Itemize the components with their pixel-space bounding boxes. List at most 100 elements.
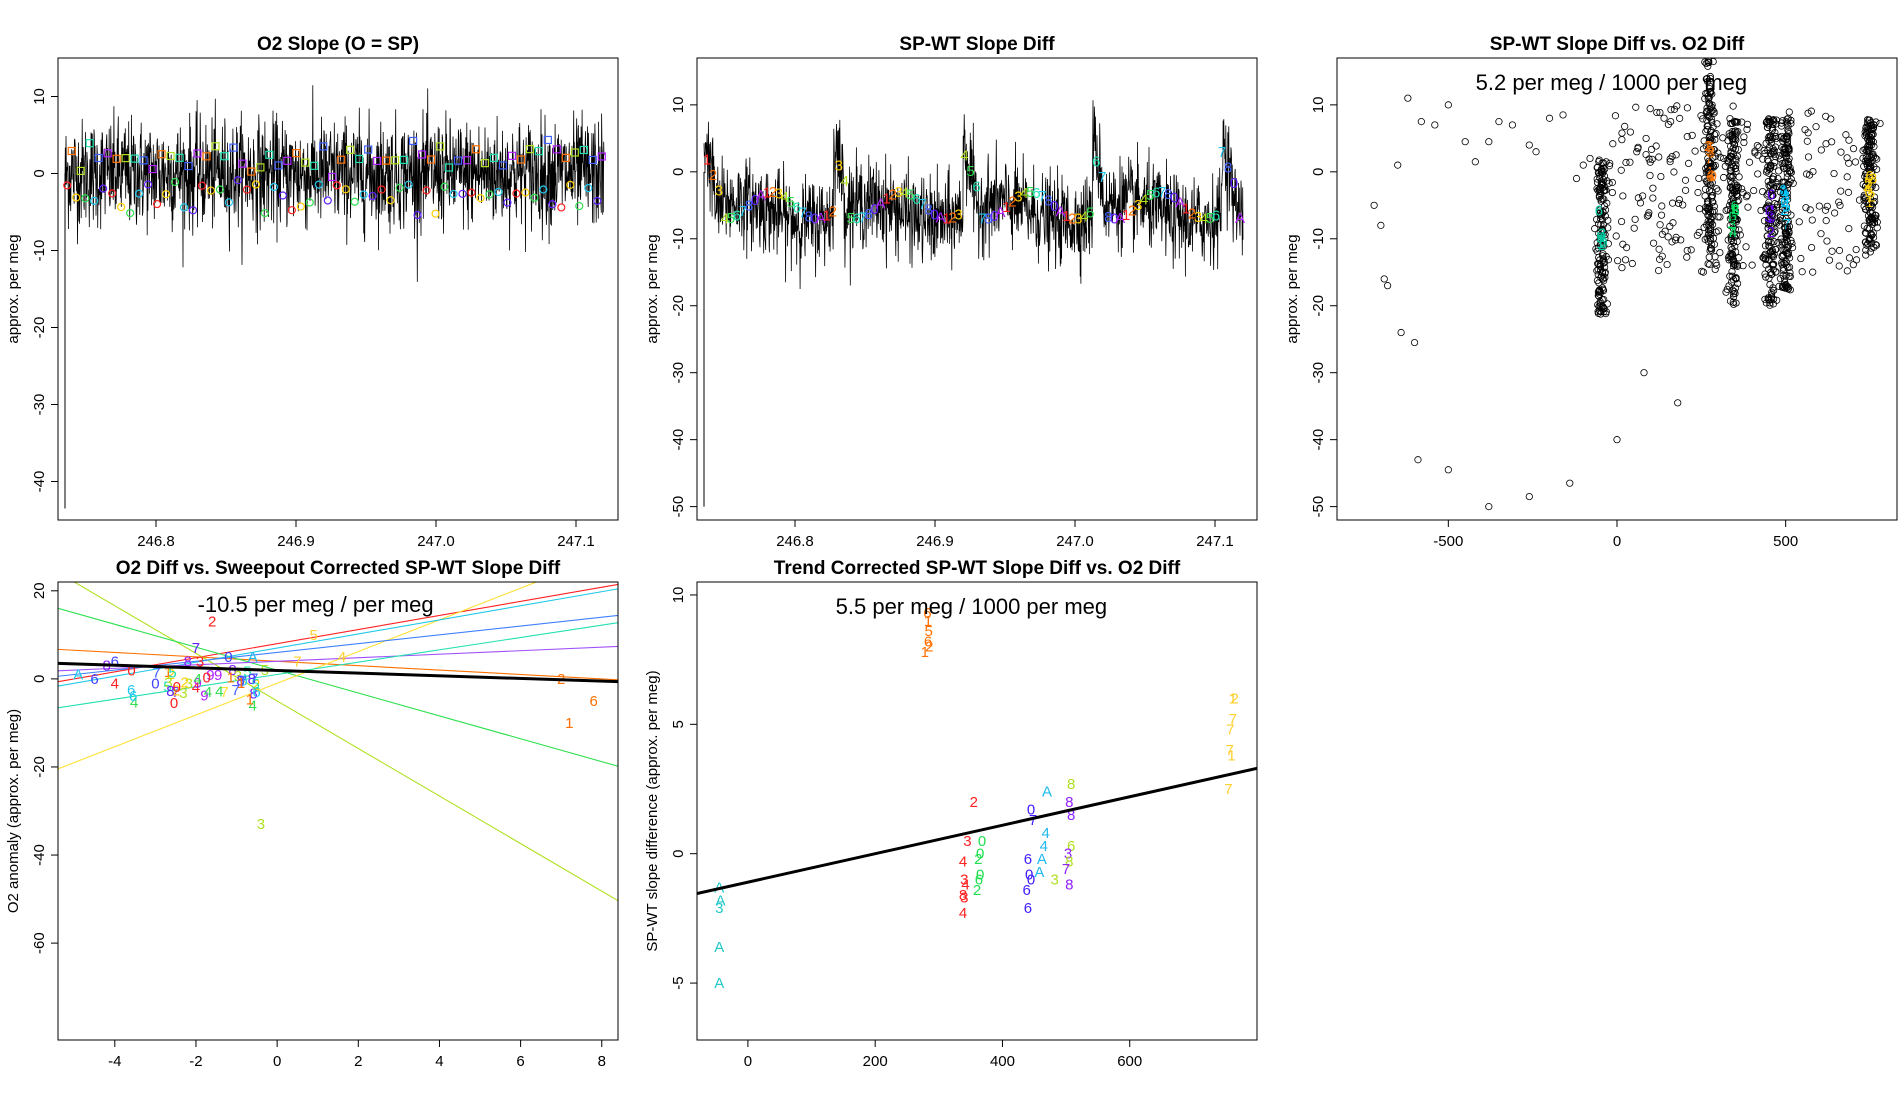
cycle-marker-circle xyxy=(251,180,260,189)
scatter-point xyxy=(1675,195,1683,204)
cycle-fit-line-4 xyxy=(58,607,618,767)
cycle-point-label: 7 xyxy=(1062,861,1070,878)
cluster-label: 6 xyxy=(1595,202,1603,219)
cycle-marker-square xyxy=(247,167,256,176)
scatter-point xyxy=(1770,147,1778,155)
cycle-marker-square xyxy=(516,155,526,164)
scatter-point xyxy=(1728,268,1736,276)
scatter-point xyxy=(1873,155,1881,163)
cycle-marker-circle xyxy=(458,189,467,198)
cycle-marker-circle xyxy=(278,191,287,200)
series-line xyxy=(703,100,1244,290)
scatter-point xyxy=(1761,270,1769,278)
scatter-point xyxy=(1782,118,1790,126)
cycle-marker-square xyxy=(193,149,202,158)
cycle-label: 3 xyxy=(835,157,843,174)
scatter-point xyxy=(1598,216,1607,224)
cycle-marker-square xyxy=(435,142,445,151)
scatter-point xyxy=(1761,149,1769,157)
scatter-point xyxy=(1769,191,1777,200)
x-tick-label: -4 xyxy=(108,1053,121,1070)
scatter-point xyxy=(1655,245,1663,253)
cycle-point-label: 6 xyxy=(1022,882,1030,899)
scatter-point xyxy=(1735,254,1743,262)
scatter-outlier xyxy=(1417,118,1425,126)
cycle-marker-square xyxy=(319,142,328,151)
cluster-label: 4 xyxy=(1706,167,1714,184)
scatter-outlier xyxy=(1471,158,1479,166)
cycle-point-label: 5 xyxy=(924,623,932,640)
scatter-point xyxy=(1778,195,1786,203)
scatter-point xyxy=(1837,148,1845,156)
cycle-label: 1 xyxy=(823,208,831,225)
scatter-point xyxy=(1666,155,1674,163)
cycle-point-label: 5 xyxy=(243,664,251,681)
scatter-point xyxy=(1618,136,1626,144)
cycle-point-label: 6 xyxy=(589,693,597,710)
scatter-point xyxy=(1767,248,1775,256)
scatter-point xyxy=(1710,207,1718,215)
scatter-outlier xyxy=(1397,328,1405,337)
y-tick-label: 10 xyxy=(670,587,687,604)
cycle-marker-square xyxy=(552,145,561,154)
scatter-point xyxy=(1866,218,1874,227)
cycle-point-label: 7 xyxy=(231,682,239,699)
cycle-marker-square xyxy=(543,135,552,145)
cluster-label: 3 xyxy=(1728,216,1736,233)
cycle-marker-circle xyxy=(63,181,72,190)
cycle-label: 5 xyxy=(906,187,914,204)
scatter-point xyxy=(1673,102,1681,110)
cycle-label: 2 xyxy=(888,186,896,203)
scatter-point xyxy=(1704,168,1712,176)
scatter-point xyxy=(1766,299,1774,307)
scatter-point xyxy=(1636,199,1645,207)
scatter-outlier xyxy=(1586,154,1594,163)
cycle-label: A xyxy=(816,210,826,227)
cycle-label: 4 xyxy=(781,189,789,206)
x-tick-label: 8 xyxy=(598,1053,606,1070)
cycle-marker-square xyxy=(525,145,534,154)
cycle-point-label: 1 xyxy=(237,675,245,692)
scatter-outlier xyxy=(1380,275,1388,283)
cycle-marker-square xyxy=(166,151,175,161)
scatter-point xyxy=(1681,176,1690,184)
scatter-point xyxy=(1614,257,1622,265)
scatter-point xyxy=(1726,177,1735,185)
scatter-point xyxy=(1732,248,1740,256)
scatter-point xyxy=(1730,141,1739,149)
scatter-point xyxy=(1766,149,1774,157)
cycle-point-label: 8 xyxy=(236,672,244,689)
cycle-label: 8 xyxy=(1044,193,1052,210)
cycle-point-label: 3 xyxy=(960,890,968,907)
cycle-point-label: 3 xyxy=(196,653,204,670)
y-tick-label: 0 xyxy=(670,168,687,176)
scatter-point xyxy=(1866,178,1875,186)
cycle-point-label: A xyxy=(716,892,726,909)
cycle-point-label: 8 xyxy=(1065,853,1073,870)
scatter-point xyxy=(1706,132,1714,140)
scatter-point xyxy=(1706,218,1714,226)
cycle-label: 4 xyxy=(841,173,849,190)
scatter-point xyxy=(1771,128,1779,137)
scatter-point xyxy=(1871,214,1879,222)
scatter-outlier xyxy=(1461,138,1469,146)
scatter-point xyxy=(1702,203,1710,211)
scatter-point xyxy=(1628,259,1636,268)
cycle-label: 1 xyxy=(942,211,950,228)
cycle-marker-circle xyxy=(449,189,458,199)
scatter-point xyxy=(1755,143,1763,151)
scatter-point xyxy=(1653,108,1661,117)
cycle-point-label: 6 xyxy=(111,653,119,670)
scatter-point xyxy=(1735,226,1743,234)
cluster-label: 2 xyxy=(1867,189,1875,206)
scatter-point xyxy=(1862,246,1870,254)
cycle-marker-circle xyxy=(431,209,440,218)
cluster-label: 7 xyxy=(1597,232,1605,249)
scatter-outlier xyxy=(1394,161,1402,169)
scatter-point xyxy=(1599,167,1607,176)
cycle-label: 1 xyxy=(1122,207,1130,224)
scatter-point xyxy=(1621,256,1630,264)
cluster-label: 5 xyxy=(1864,174,1872,191)
cycle-point-label: 6 xyxy=(1067,838,1075,855)
cycle-marker-square xyxy=(130,154,139,163)
